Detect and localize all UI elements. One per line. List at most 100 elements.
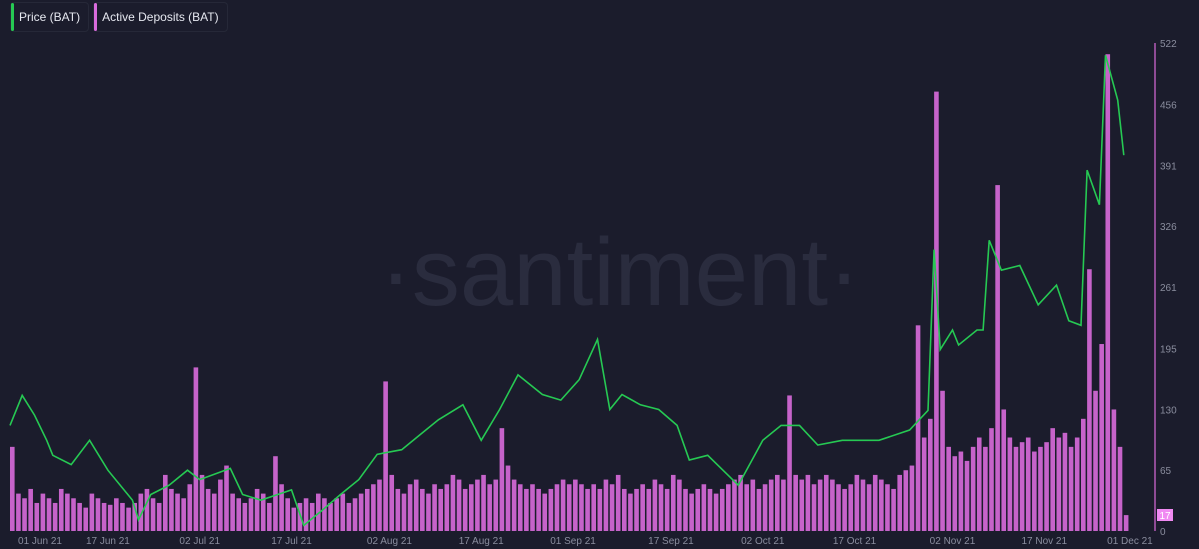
deposit-bar [107,504,113,531]
deposit-bar [695,488,701,531]
deposit-bar [309,502,315,531]
deposit-bar [1087,269,1092,531]
y-tick-label: 391 [1160,161,1177,172]
deposit-bar [1105,54,1111,532]
deposit-bar [181,498,186,531]
x-tick-label: 01 Sep 21 [550,536,596,547]
deposit-bar [726,484,731,531]
deposit-bar [193,367,199,531]
deposit-bar [928,418,933,531]
deposit-bar [1117,446,1123,531]
deposit-bar [897,474,902,531]
deposit-bar [603,479,609,531]
deposit-bar [554,484,560,531]
deposit-bar [1081,418,1086,531]
deposit-bar [585,488,590,531]
deposit-bar [358,493,364,531]
x-tick-label: 17 Aug 21 [459,536,504,547]
deposit-bar [469,484,474,531]
deposit-bar [836,484,841,531]
deposit-bar [218,479,223,531]
deposit-bar [952,456,958,531]
x-axis-ticks: 01 Jun 21 17 Jun 21 02 Jul 21 17 Jul 21 02 A… [18,536,1153,547]
deposit-bar [224,465,229,531]
deposit-bar [16,493,21,531]
deposit-bar [10,446,15,531]
price-color-swatch [11,3,14,31]
deposit-bar [732,479,737,531]
deposit-bar [340,493,346,531]
deposit-bar [854,474,860,531]
deposit-bar [1050,428,1055,531]
deposit-bar [77,502,82,531]
deposit-bar [462,488,468,531]
deposit-bar [964,460,970,531]
x-tick-label: 02 Jul 21 [179,536,220,547]
deposit-bar [958,451,964,531]
deposit-bar [597,488,603,531]
watermark: ·santiment· [380,219,860,326]
deposit-bar [444,484,450,531]
legend-label: Active Deposits (BAT) [102,10,219,24]
legend-label: Price (BAT) [19,10,81,24]
deposit-bar [1007,437,1013,531]
y-tick-label: 522 [1160,39,1177,50]
last-value-marker: 17 [1157,509,1173,522]
deposit-bar [163,474,168,531]
deposit-bar [830,479,835,531]
deposit-bar [58,488,64,531]
deposit-bar [144,488,150,531]
deposit-bar [677,479,682,531]
y-tick-label: 0 [1160,527,1166,538]
deposit-bar [560,479,566,531]
deposit-bar [756,488,762,531]
deposit-bar [242,502,248,531]
deposit-bar [322,498,327,531]
deposit-bar [524,488,529,531]
deposit-bar [95,498,101,531]
deposit-bar [879,479,884,531]
deposit-bar [297,502,303,531]
deposit-bar [517,484,523,531]
deposit-bar [291,507,297,531]
deposit-bar [1123,515,1129,531]
deposit-bar [46,498,52,531]
deposit-bar [28,488,33,531]
deposit-bar [395,488,401,531]
deposit-bar [615,474,621,531]
deposit-bar [811,484,817,531]
deposit-bar [1044,442,1049,531]
deposit-bar [407,484,413,531]
deposit-bar [199,474,205,531]
deposit-bar [781,479,786,531]
deposit-bar [983,446,988,531]
y-axis-ticks: 0 65 130 195 261 326 391 456 522 [1160,39,1177,538]
deposit-bar [138,493,144,531]
y-tick-label: 195 [1160,345,1177,356]
x-tick-label: 02 Nov 21 [930,536,976,547]
legend-item-active-deposits[interactable]: Active Deposits (BAT) [93,2,228,32]
price-line [9,54,1125,527]
deposit-bar [591,484,596,531]
deposit-bar [389,474,395,531]
deposit-bar [71,498,76,531]
deposit-bar [548,488,554,531]
deposit-bar [273,456,278,531]
x-tick-label: 02 Aug 21 [367,536,412,547]
deposit-bar [169,488,174,531]
deposit-bar [1038,446,1043,531]
deposit-bar [303,498,309,531]
deposit-bar [236,498,242,531]
legend-item-price[interactable]: Price (BAT) [10,2,90,32]
deposit-bar [719,488,725,531]
deposit-bar [1093,390,1098,531]
deposit-bar [934,91,939,531]
deposit-bar [573,479,578,531]
deposit-bar [364,488,370,531]
deposit-bar [413,479,419,531]
deposit-bar [511,479,517,531]
deposit-bar [903,470,909,531]
deposit-bar [456,479,462,531]
x-tick-label: 17 Sep 21 [648,536,694,547]
